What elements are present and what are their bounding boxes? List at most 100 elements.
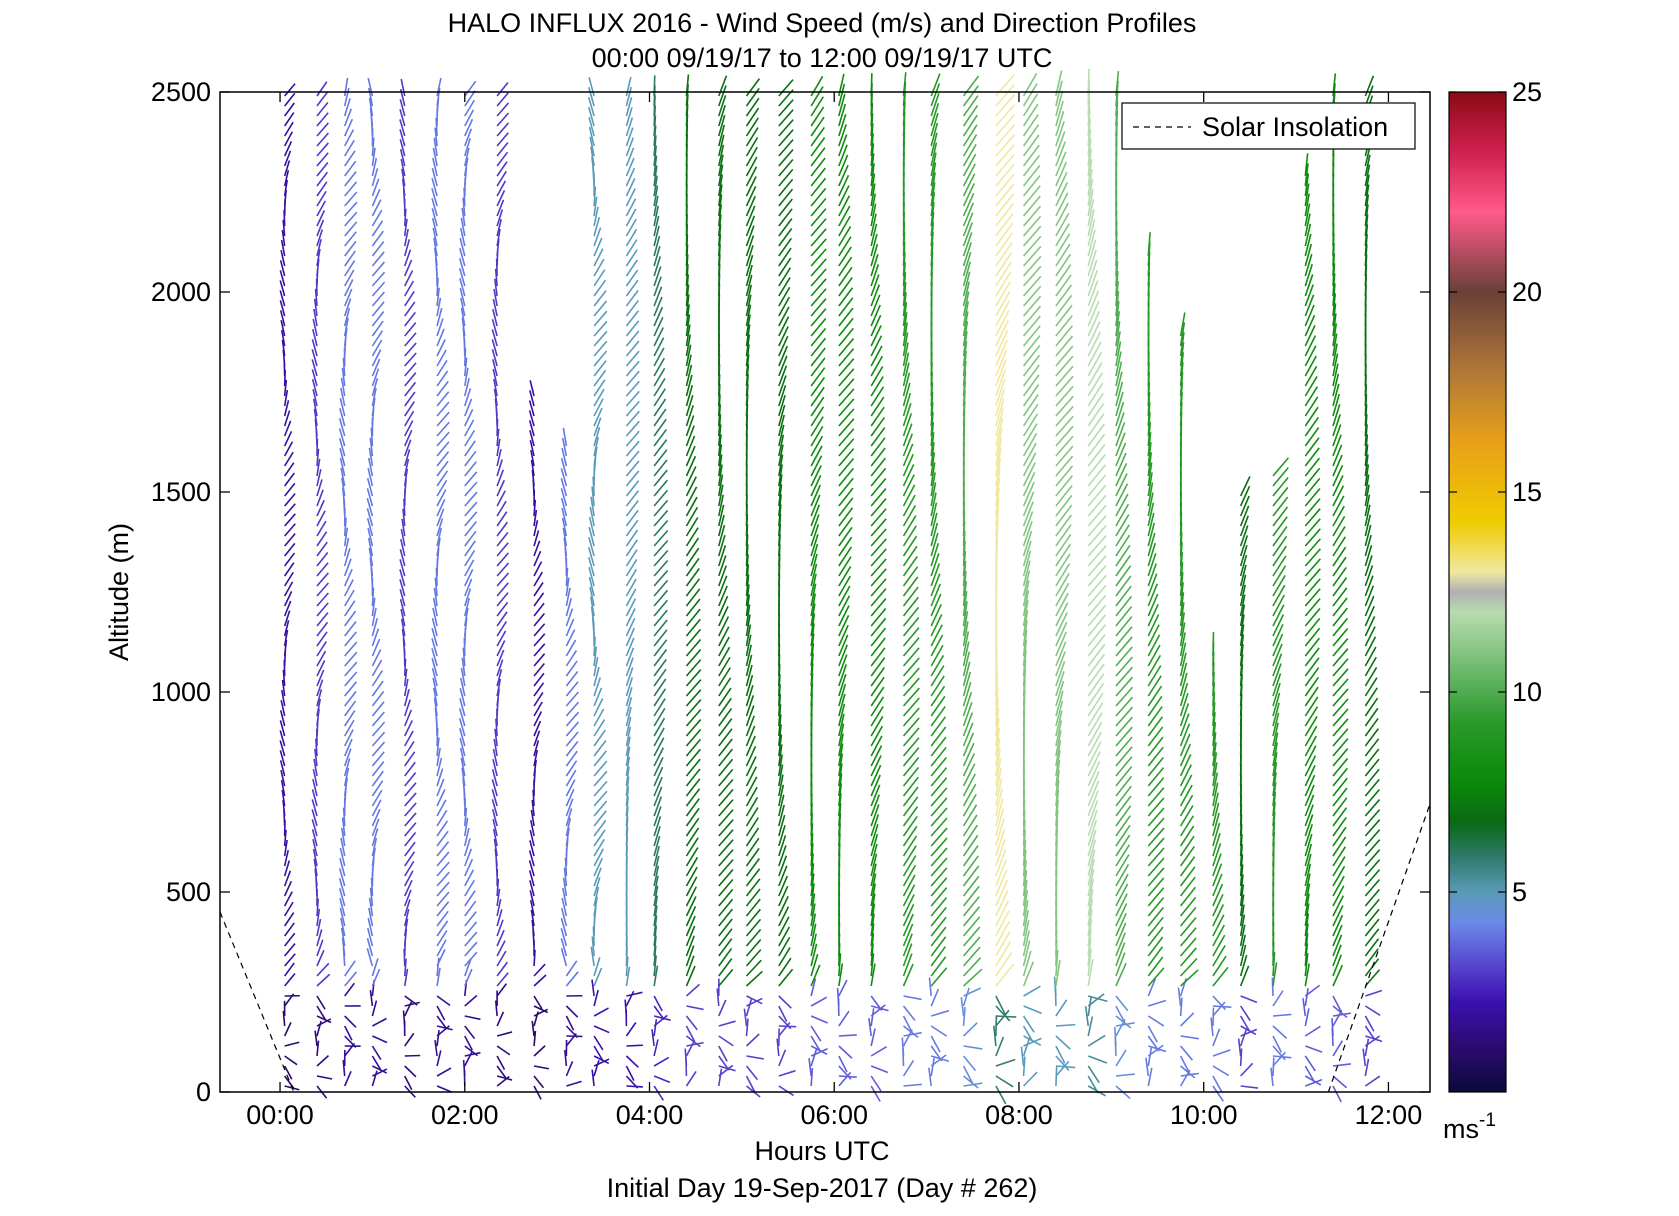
wind-barb	[685, 405, 694, 427]
wind-barb	[745, 756, 757, 777]
wind-barb	[870, 755, 882, 777]
wind-barb	[1087, 249, 1097, 277]
wind-barb	[838, 634, 849, 657]
wind-barb	[1332, 1005, 1348, 1018]
wind-barb	[1147, 916, 1164, 937]
wind-barb	[436, 411, 450, 427]
wind-barb	[1147, 654, 1162, 677]
wind-barb	[778, 267, 792, 287]
wind-barb	[653, 609, 668, 627]
wind-barb	[464, 578, 473, 597]
wind-barb	[1270, 1067, 1274, 1087]
wind-barb	[284, 533, 296, 547]
wind-barb	[496, 448, 502, 467]
wind-barb	[1115, 834, 1131, 857]
wind-barb	[1364, 888, 1380, 907]
wind-barb	[1332, 333, 1338, 357]
wind-barb	[1304, 193, 1310, 217]
wind-barb	[588, 107, 595, 127]
wind-barb	[1212, 873, 1223, 897]
wind-barb	[1272, 692, 1281, 717]
wind-barb	[625, 480, 640, 497]
wind-barb	[1087, 148, 1092, 177]
wind-barb	[464, 521, 477, 537]
wind-barb	[745, 205, 756, 227]
wind-barb	[1055, 494, 1073, 517]
wind-barb	[930, 512, 938, 537]
wind-barb	[403, 468, 409, 487]
wind-barb	[496, 620, 508, 637]
wind-barb	[1055, 90, 1064, 117]
wind-barb	[745, 624, 752, 647]
wind-barb	[343, 767, 350, 787]
wind-barb	[870, 823, 879, 847]
wind-barb	[283, 112, 295, 127]
wind-barb	[870, 1075, 882, 1092]
wind-barb	[1087, 624, 1106, 647]
x-axis: 00:00 02:00 04:00 06:00 08:00 10:00 12:00	[246, 92, 1422, 1130]
wind-barb	[1147, 746, 1164, 767]
wind-barb	[902, 606, 920, 627]
wind-barb	[1022, 880, 1028, 907]
wind-barb	[1364, 534, 1372, 557]
wind-barb	[1272, 516, 1288, 537]
wind-barb	[625, 127, 634, 147]
wind-barb	[625, 746, 631, 767]
wind-barb	[371, 837, 378, 857]
wind-barb	[1364, 616, 1376, 637]
wind-barb	[436, 87, 441, 107]
wind-barb	[1055, 233, 1071, 257]
wind-barb	[745, 970, 763, 987]
wind-barb	[810, 533, 819, 557]
wind-barb	[1087, 594, 1107, 617]
wind-barb	[778, 99, 794, 117]
wind-barb	[496, 531, 509, 547]
wind-barb	[1305, 1078, 1323, 1087]
wind-barb	[1087, 259, 1098, 287]
wind-barb	[870, 274, 880, 297]
wind-barb	[1304, 396, 1319, 417]
wind-barb	[1022, 961, 1035, 987]
wind-barb	[685, 578, 701, 597]
colorbar-tick-label: 10	[1512, 677, 1542, 707]
wind-barb	[717, 494, 724, 517]
wind-barb	[838, 693, 846, 717]
wind-barb	[962, 987, 970, 1007]
wind-barb	[530, 459, 535, 477]
wind-barb	[436, 328, 445, 347]
wind-barb	[1147, 837, 1165, 857]
wind-barb	[778, 434, 785, 457]
wind-barb	[1304, 518, 1321, 537]
wind-barb	[870, 498, 887, 517]
wind-barb	[930, 202, 935, 227]
wind-barb	[930, 93, 940, 117]
wind-barb	[463, 807, 468, 827]
wind-barb	[1179, 886, 1197, 907]
wind-barb	[685, 788, 701, 807]
wind-barb	[778, 129, 794, 147]
wind-barb	[838, 674, 847, 697]
wind-barb	[870, 706, 884, 727]
wind-barb	[403, 208, 407, 227]
wind-barb	[342, 1060, 346, 1077]
wind-barb	[561, 897, 568, 917]
wind-barb	[587, 547, 595, 567]
wind-barb	[533, 682, 545, 697]
x-tick-label: 08:00	[985, 1100, 1053, 1130]
wind-barb	[870, 193, 877, 217]
wind-barb	[1364, 738, 1380, 757]
wind-barb	[902, 1005, 916, 1021]
wind-barb	[593, 780, 608, 797]
wind-barb	[902, 776, 919, 797]
wind-barb	[593, 1025, 610, 1034]
wind-barb	[995, 869, 1008, 897]
wind-barb	[1147, 1047, 1153, 1067]
wind-barb	[995, 339, 1008, 367]
wind-barb	[930, 675, 945, 697]
wind-barb	[1087, 189, 1094, 217]
wind-barb	[591, 936, 595, 957]
wind-barb	[593, 760, 608, 777]
wind-barb	[343, 98, 351, 117]
wind-barb	[1304, 406, 1319, 427]
wind-barb	[1115, 775, 1133, 797]
